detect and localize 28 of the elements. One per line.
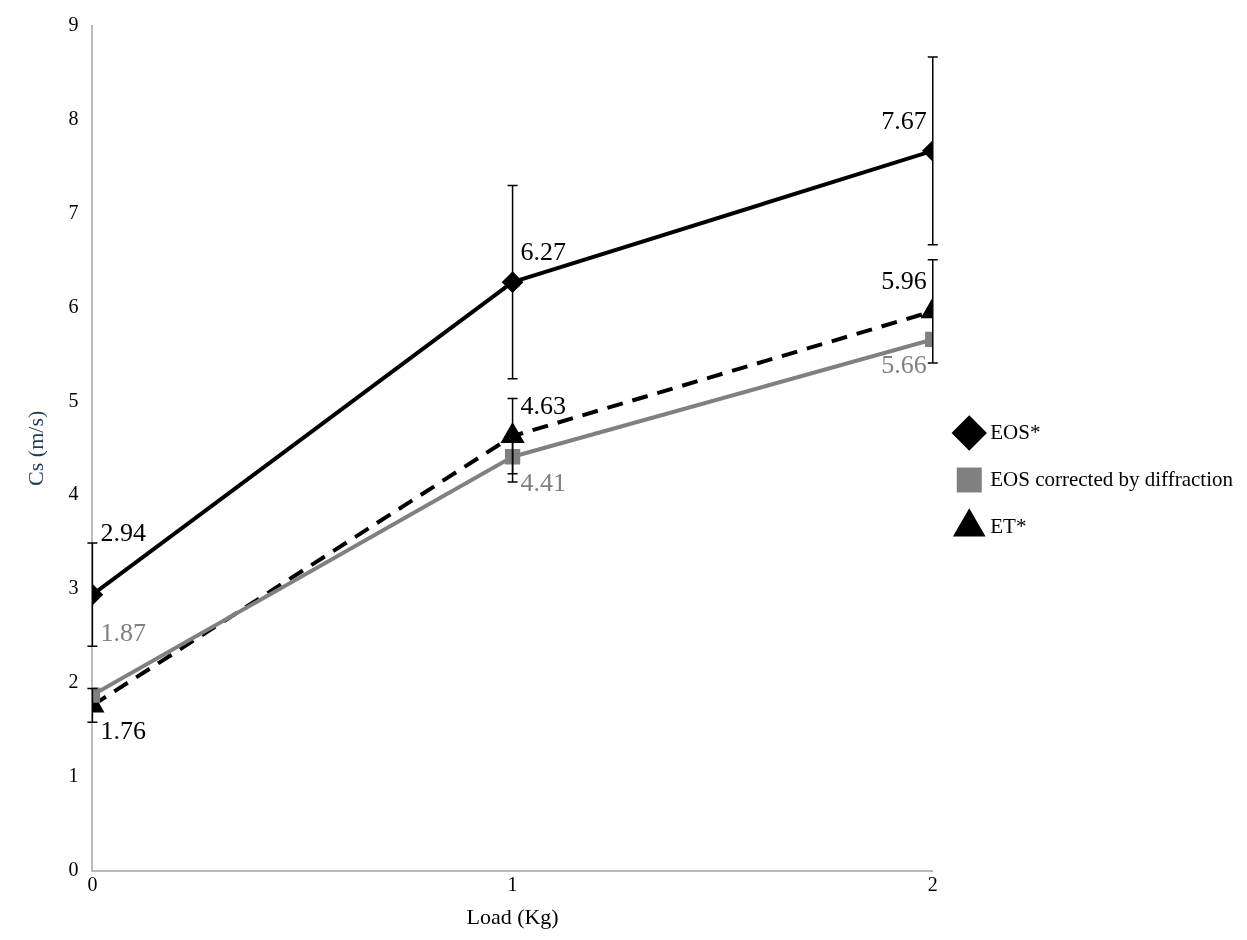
data-label: 6.27 xyxy=(520,237,567,267)
y-tick-label: 7 xyxy=(68,200,79,223)
y-tick-label: 0 xyxy=(68,857,79,880)
point xyxy=(501,424,524,444)
data-label: 5.66 xyxy=(881,350,927,380)
x-tick-label: 2 xyxy=(927,872,938,895)
x-tick-label: 1 xyxy=(507,872,518,895)
y-tick-label: 8 xyxy=(68,107,79,130)
data-label: 1.76 xyxy=(100,716,146,746)
data-label: 5.96 xyxy=(881,266,927,296)
y-tick-label: 1 xyxy=(68,764,79,787)
data-label: 7.67 xyxy=(881,105,927,135)
y-tick-label: 9 xyxy=(68,13,79,36)
data-label: 4.41 xyxy=(520,467,567,497)
y-tick-label: 5 xyxy=(68,388,79,411)
data-label: 1.87 xyxy=(100,617,146,647)
legend-label: EOS corrected by diffraction xyxy=(990,466,1234,491)
x-tick-label: 0 xyxy=(87,872,98,895)
legend-label: EOS* xyxy=(990,419,1041,444)
y-tick-label: 6 xyxy=(68,294,79,317)
y-tick-label: 3 xyxy=(68,576,79,599)
data-label: 4.63 xyxy=(520,390,567,420)
y-tick-label: 2 xyxy=(68,670,79,693)
data-label: 2.94 xyxy=(100,517,146,547)
legend-label: ET* xyxy=(990,513,1027,538)
x-axis-title: Load (Kg) xyxy=(466,903,559,929)
y-tick-label: 4 xyxy=(68,482,79,505)
y-axis-title: Cs (m/s) xyxy=(22,410,48,486)
